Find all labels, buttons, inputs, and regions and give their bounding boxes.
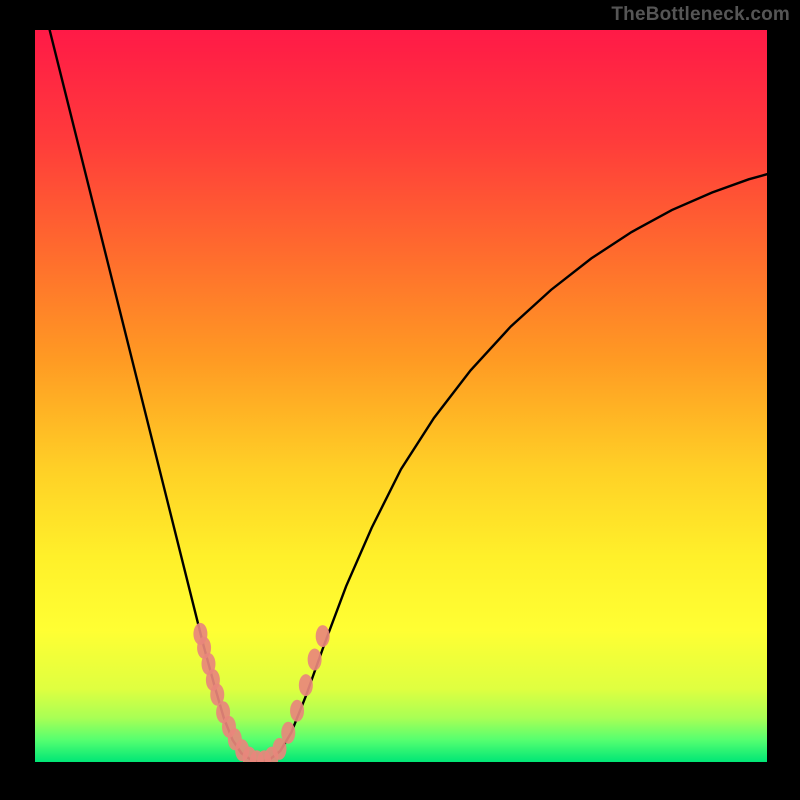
marker: [281, 722, 295, 744]
chart-frame: TheBottleneck.com: [0, 0, 800, 800]
marker: [299, 674, 313, 696]
marker: [290, 700, 304, 722]
marker: [316, 625, 330, 647]
marker: [308, 649, 322, 671]
chart-svg: [35, 30, 767, 762]
plot-area: [35, 30, 767, 762]
gradient-background: [35, 30, 767, 762]
watermark-text: TheBottleneck.com: [611, 4, 790, 26]
